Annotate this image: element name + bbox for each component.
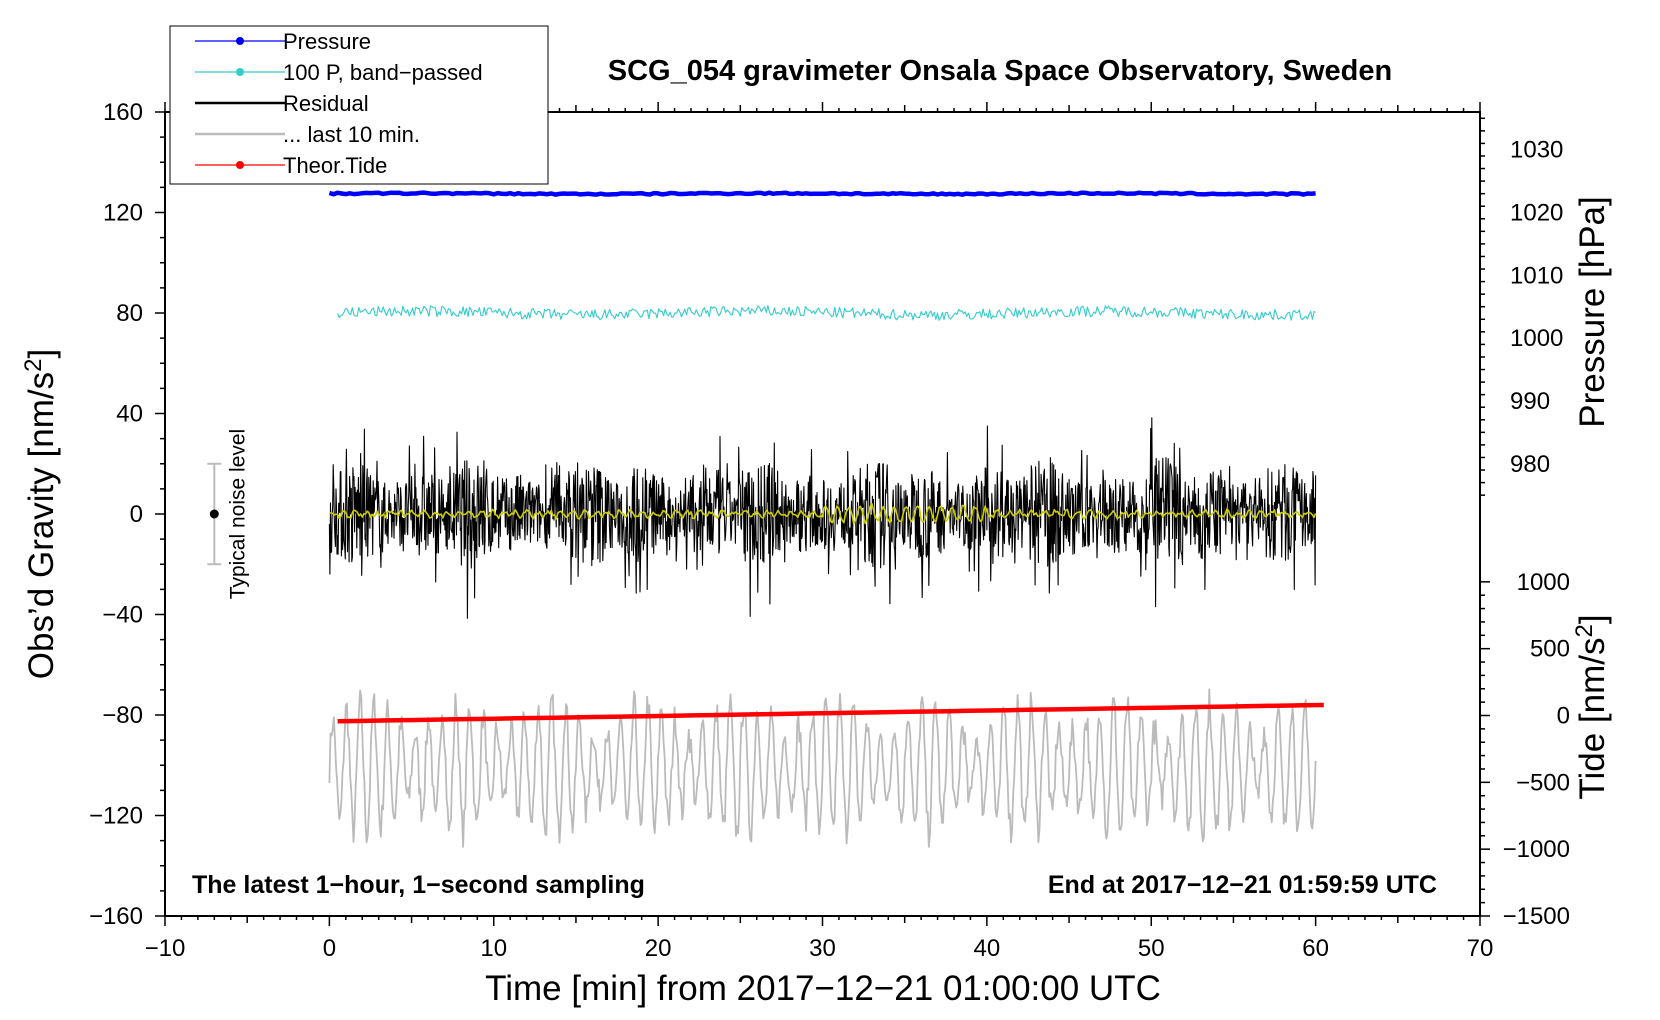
legend-label: 100 P, band−passed xyxy=(283,60,483,85)
legend-box xyxy=(169,25,549,185)
y-tick-label: −40 xyxy=(102,602,143,629)
y-tick-label: −160 xyxy=(89,903,143,930)
pressure-tick-label: 1010 xyxy=(1510,262,1563,289)
legend-label: Residual xyxy=(283,91,369,116)
legend-marker xyxy=(236,161,244,169)
noise-bar-label: Typical noise level xyxy=(226,429,249,599)
tide-tick-label: −1500 xyxy=(1503,903,1570,930)
tide-tick-label: −500 xyxy=(1516,769,1570,796)
tide-tick-label: 0 xyxy=(1557,703,1570,730)
y-axis-label-gravity-sup: 2 xyxy=(20,359,47,372)
noise-bar-dot xyxy=(209,509,219,519)
tide-series-line xyxy=(337,702,1324,724)
annotation-sampling: The latest 1−hour, 1−second sampling xyxy=(192,871,645,899)
x-tick-label: 20 xyxy=(645,935,672,962)
x-tick-label: 10 xyxy=(480,935,507,962)
legend-marker xyxy=(236,37,244,45)
legend-label: Theor.Tide xyxy=(283,153,387,178)
pressure-series-line xyxy=(328,190,1316,197)
chart-title: SCG_054 gravimeter Onsala Space Observat… xyxy=(608,55,1392,87)
x-tick-label: 60 xyxy=(1302,935,1329,962)
y-axis-label-gravity: Obs’d Gravity [nm/s2] xyxy=(20,349,61,679)
y-tick-label: 120 xyxy=(103,200,143,227)
pressure-tick-label: 990 xyxy=(1510,388,1550,415)
tide-tick-label: −1000 xyxy=(1503,836,1570,863)
residual-series-line xyxy=(328,417,1317,619)
x-tick-label: 30 xyxy=(809,935,836,962)
y-tick-label: −80 xyxy=(102,702,143,729)
x-tick-label: 50 xyxy=(1138,935,1165,962)
pressure-tick-label: 1020 xyxy=(1510,200,1563,227)
legend: Pressure 100 P, band−passed Residual ... la… xyxy=(169,25,549,185)
pressure-tick-label: 1000 xyxy=(1510,325,1563,352)
y-axis-label-pressure: Pressure [hPa] xyxy=(1573,196,1612,428)
tide-tick-label: 1000 xyxy=(1517,569,1570,596)
y-axis-label-tide-text: Tide [nm/s xyxy=(1573,638,1612,800)
y-tick-label: 0 xyxy=(130,501,143,528)
legend-label: ... last 10 min. xyxy=(283,122,420,147)
legend-marker xyxy=(236,68,244,76)
y-axis-label-tide-sup: 2 xyxy=(1571,624,1598,637)
plot-area: Typical noise level xyxy=(207,190,1324,848)
x-tick-label: 70 xyxy=(1467,935,1494,962)
y-axis-label-gravity-end: ] xyxy=(22,349,61,359)
axes: −10 0 10 20 30 40 50 60 7016012080400−40−80−120−… xyxy=(89,99,1570,962)
pressure-tick-label: 1030 xyxy=(1510,137,1563,164)
legend-label: Pressure xyxy=(283,29,371,54)
y-tick-label: 80 xyxy=(116,300,143,327)
y-tick-label: 160 xyxy=(103,99,143,126)
last10min-series-line xyxy=(328,688,1317,848)
x-axis-label: Time [min] from 2017−12−21 01:00:00 UTC xyxy=(485,969,1161,1008)
pressure-tick-label: 980 xyxy=(1510,451,1550,478)
x-tick-label: 0 xyxy=(323,935,336,962)
bandpassed-series-line xyxy=(337,305,1316,321)
x-tick-label: 40 xyxy=(974,935,1001,962)
y-tick-label: 40 xyxy=(116,401,143,428)
y-axis-label-tide-end: ] xyxy=(1573,614,1612,624)
annotation-end-time: End at 2017−12−21 01:59:59 UTC xyxy=(1048,871,1437,899)
x-tick-label: −10 xyxy=(145,935,186,962)
y-tick-label: −120 xyxy=(89,803,143,830)
tide-tick-label: 500 xyxy=(1530,636,1570,663)
y-axis-label-tide: Tide [nm/s2] xyxy=(1571,614,1612,799)
residual-smoothed-line xyxy=(329,502,1317,525)
y-axis-label-gravity-text: Obs’d Gravity [nm/s xyxy=(22,372,61,679)
